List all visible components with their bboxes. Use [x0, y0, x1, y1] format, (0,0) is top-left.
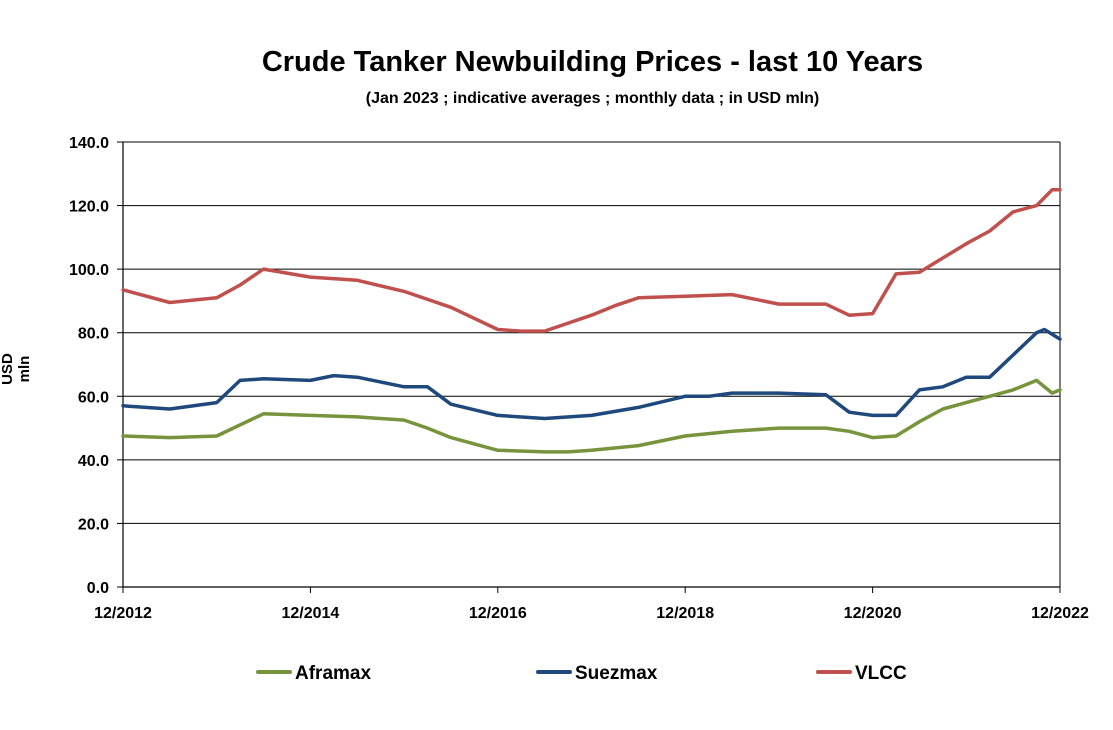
y-axis-ticks: 0.0 20.0 40.0 60.0 80.0 100.0 120.0 140.0 [69, 135, 123, 597]
series-line-aframax [121, 378, 1062, 454]
x-tick-label: 12/2018 [656, 605, 714, 622]
y-tick-label: 120.0 [69, 199, 109, 216]
x-tick-label: 12/2020 [844, 605, 902, 622]
y-tick-label: 60.0 [78, 389, 109, 406]
legend-label-suezmax: Suezmax [575, 663, 658, 684]
x-axis-ticks: 12/2012 12/2014 12/2016 12/2018 12/2020 12/20… [94, 587, 1089, 622]
legend-label-vlcc: VLCC [855, 663, 907, 684]
chart-title: Crude Tanker Newbuilding Prices - last 1… [261, 46, 924, 78]
x-tick-label: 12/2014 [281, 605, 339, 622]
x-tick-label: 12/2022 [1031, 605, 1089, 622]
chart-subtitle: (Jan 2023 ; indicative averages ; monthl… [365, 90, 820, 107]
y-tick-label: 0.0 [87, 580, 109, 597]
x-tick-label: 12/2012 [94, 605, 152, 622]
y-tick-label: 20.0 [78, 516, 109, 533]
legend: Aframax Suezmax VLCC [256, 663, 907, 684]
y-tick-label: 40.0 [78, 453, 109, 470]
series-line-vlcc [121, 187, 1062, 333]
legend-label-aframax: Aframax [295, 663, 371, 684]
x-tick-label: 12/2016 [469, 605, 527, 622]
series-line-suezmax [121, 327, 1062, 421]
y-tick-label: 80.0 [78, 326, 109, 343]
y-tick-label: 100.0 [69, 262, 109, 279]
series-lines [121, 187, 1062, 454]
axes [122, 142, 1061, 588]
gridlines [123, 141, 1060, 524]
y-tick-label: 140.0 [69, 135, 109, 152]
